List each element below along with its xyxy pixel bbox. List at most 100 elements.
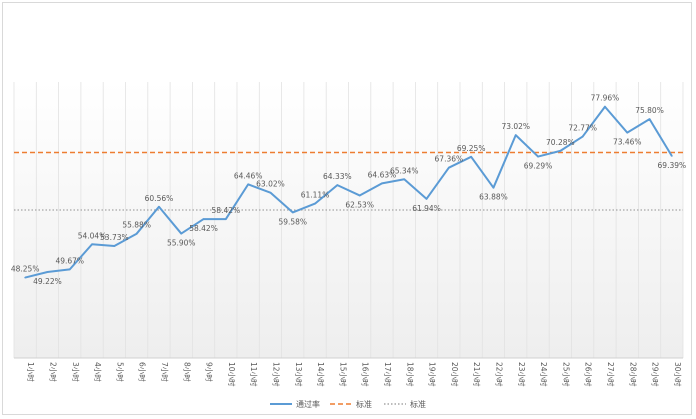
- data-point: [269, 191, 272, 194]
- x-tick-label: 4小时: [93, 362, 103, 382]
- x-tick-label: 7小时: [160, 362, 170, 382]
- x-tick-label: 24小时: [539, 362, 549, 387]
- x-tick-label: 6小时: [138, 362, 148, 382]
- data-point: [671, 155, 673, 157]
- data-point: [604, 105, 606, 108]
- data-point: [403, 178, 406, 181]
- data-point: [336, 184, 339, 186]
- x-tick-label: 27小时: [606, 362, 616, 387]
- x-tick-label: 17小时: [383, 362, 393, 387]
- data-label: 49.67%: [55, 256, 84, 265]
- x-tick-label: 12小时: [271, 362, 281, 387]
- data-point: [247, 183, 249, 186]
- data-label: 63.02%: [256, 180, 285, 189]
- x-tick-label: 29小时: [651, 362, 661, 387]
- x-tick-label: 2小时: [48, 362, 58, 382]
- legend: 通过率 标准 标准: [270, 399, 426, 409]
- x-tick-label: 26小时: [584, 362, 594, 387]
- reference-lines: [14, 151, 683, 211]
- x-tick-label: 18小时: [405, 362, 415, 387]
- data-point: [381, 182, 383, 185]
- x-tick-label: 9小时: [205, 362, 215, 382]
- data-point: [314, 202, 316, 205]
- x-tick-label: 21小时: [472, 362, 482, 387]
- data-label: 63.88%: [479, 193, 508, 202]
- data-label: 64.63%: [368, 170, 397, 179]
- data-label: 69.39%: [658, 161, 687, 170]
- data-point: [291, 211, 294, 214]
- data-point: [626, 131, 629, 134]
- x-tick-label: 28小时: [628, 362, 638, 387]
- x-tick-label: 3小时: [71, 362, 81, 382]
- data-point: [537, 155, 539, 158]
- data-label: 69.29%: [524, 162, 553, 171]
- x-tick-label: 22小时: [494, 362, 504, 387]
- data-label: 55.90%: [167, 239, 196, 248]
- x-tick-label: 15小时: [338, 362, 348, 387]
- data-label: 53.73%: [100, 233, 129, 242]
- data-point: [470, 156, 472, 158]
- x-tick-label: 19小时: [428, 362, 438, 387]
- data-point: [202, 218, 205, 220]
- data-point: [648, 118, 651, 120]
- legend-label: 标准: [410, 399, 426, 409]
- data-label: 48.25%: [11, 265, 40, 274]
- x-tick-label: 16小时: [361, 362, 371, 387]
- data-label: 70.28%: [546, 138, 575, 147]
- data-label: 58.42%: [189, 224, 218, 233]
- data-label: 49.22%: [33, 277, 62, 286]
- data-point: [225, 218, 227, 220]
- x-tick-label: 20小时: [450, 362, 460, 387]
- x-tick-label: 23小时: [517, 362, 527, 387]
- data-point: [91, 243, 93, 246]
- data-point: [425, 198, 428, 200]
- data-point: [135, 232, 138, 235]
- data-label: 75.80%: [635, 106, 664, 115]
- data-point: [514, 134, 517, 136]
- data-label: 65.34%: [390, 166, 419, 175]
- legend-label: 标准: [356, 399, 372, 409]
- data-labels: 48.25% 49.22% 49.67% 54.04%53.73% 55.88% 60.5…: [11, 94, 686, 286]
- data-label: 54.04%: [78, 231, 107, 240]
- data-label: 69.25%: [457, 144, 486, 153]
- data-point: [68, 268, 71, 271]
- data-point: [158, 205, 160, 208]
- data-label: 61.11%: [301, 191, 330, 200]
- data-point: [581, 135, 584, 138]
- data-point: [358, 194, 361, 197]
- x-axis-ticks: 1小时 2小时 3小时 4小时 5小时 6小时 7小时 8小时 9小时 10小时 11小时 12小时 1…: [26, 362, 683, 387]
- data-label: 67.36%: [435, 155, 464, 164]
- data-label: 55.88%: [122, 221, 151, 230]
- data-point: [492, 186, 495, 189]
- data-label: 59.58%: [278, 217, 307, 226]
- data-label: 60.56%: [145, 194, 174, 203]
- data-label: 62.53%: [345, 200, 374, 209]
- series-layer: [24, 105, 673, 279]
- data-label: 64.46%: [234, 171, 263, 180]
- x-tick-label: 8小时: [182, 362, 192, 382]
- legend-label: 通过率: [296, 399, 320, 409]
- x-tick-label: 10小时: [227, 362, 237, 387]
- x-tick-label: 25小时: [561, 362, 571, 387]
- data-label: 77.96%: [591, 94, 620, 103]
- x-tick-label: 14小时: [316, 362, 326, 387]
- x-tick-label: 11小时: [249, 362, 259, 387]
- series-line-pass-rate: [24, 105, 673, 279]
- x-tick-label: 1小时: [26, 362, 36, 382]
- data-label: 72.77%: [568, 124, 597, 133]
- data-point: [180, 232, 183, 235]
- data-label: 58.42%: [212, 206, 241, 215]
- data-point: [113, 245, 116, 247]
- data-label: 61.94%: [412, 204, 441, 213]
- data-label: 73.46%: [613, 138, 642, 147]
- data-point: [24, 276, 26, 279]
- data-label: 73.02%: [501, 122, 530, 131]
- data-point: [448, 166, 450, 169]
- data-point: [559, 150, 562, 152]
- data-label: 64.33%: [323, 172, 352, 181]
- x-tick-label: 5小时: [115, 362, 125, 382]
- data-point: [46, 271, 49, 273]
- x-tick-label: 13小时: [294, 362, 304, 387]
- x-tick-label: 30小时: [673, 362, 683, 387]
